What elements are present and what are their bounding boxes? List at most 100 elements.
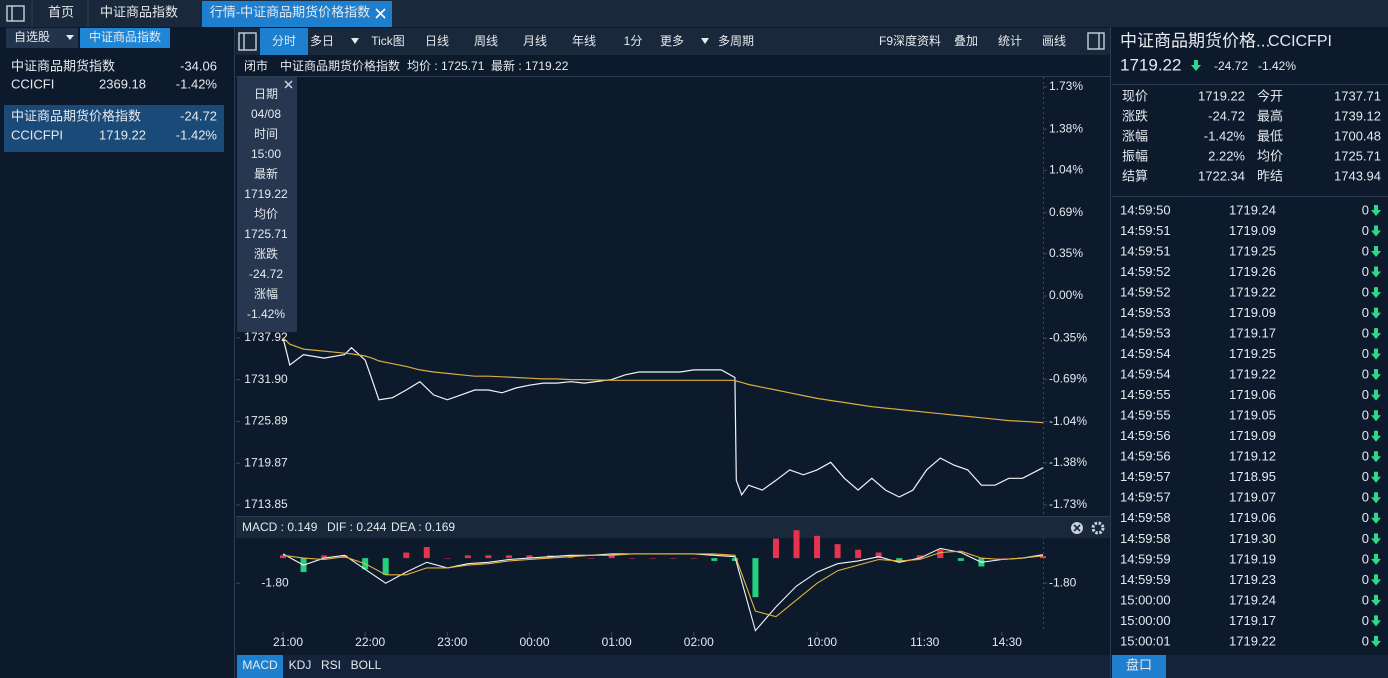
item-price: 2369.18 [99, 76, 146, 91]
tab[interactable]: 中证商品指数 [100, 4, 178, 19]
period-button[interactable]: 分时 [272, 34, 296, 48]
indicator-tab[interactable]: KDJ [289, 658, 312, 672]
legend-item: DIF : 0.244 [327, 520, 387, 534]
down-arrow-icon [1371, 287, 1381, 299]
selector[interactable]: 自选股 [14, 30, 50, 44]
indicator-tab[interactable]: RSI [321, 658, 341, 672]
x-tick-label: 21:00 [273, 635, 303, 649]
trade-price: 1719.17 [1229, 326, 1276, 341]
down-arrow-icon [1371, 307, 1381, 319]
settings-icon[interactable] [1091, 521, 1105, 535]
macd-bar [321, 555, 328, 559]
x-tick-label: 23:00 [437, 635, 467, 649]
toolbar [236, 28, 1110, 55]
footer-tab[interactable]: 盘口 [1126, 657, 1152, 672]
tool-button[interactable]: 统计 [998, 34, 1022, 48]
macd-bar [629, 558, 636, 559]
macd-bar [834, 544, 841, 559]
trade-time: 14:59:53 [1120, 326, 1171, 341]
trade-price: 1719.24 [1229, 592, 1276, 607]
trade-price: 1719.22 [1229, 367, 1276, 382]
trade-price: 1719.30 [1229, 531, 1276, 546]
down-arrow-icon [1371, 389, 1381, 401]
item-code[interactable]: CCICFI [11, 76, 54, 91]
layout-icon[interactable] [238, 32, 257, 51]
period-button[interactable]: 1分 [624, 34, 643, 48]
x-tick-label: 14:30 [992, 635, 1022, 649]
sidebar-toggle-icon[interactable] [6, 5, 25, 22]
macd-bar [423, 546, 430, 559]
tool-button[interactable]: 画线 [1042, 34, 1066, 48]
y2-tick-label: 0.69% [1049, 205, 1083, 219]
trade-time: 14:59:52 [1120, 264, 1171, 279]
period-button[interactable]: 年线 [572, 34, 596, 48]
x-tick-label: 10:00 [807, 635, 837, 649]
latest-price: 最新 : 1719.22 [491, 58, 569, 73]
trade-volume: 0 [1362, 305, 1369, 320]
tab[interactable]: 首页 [48, 4, 74, 19]
indicator-tab[interactable]: MACD [242, 658, 278, 672]
dropdown-arrow[interactable] [66, 35, 74, 40]
dropdown-arrow[interactable] [701, 38, 709, 44]
dropdown-arrow[interactable] [351, 38, 359, 44]
y2-tick-label: -0.35% [1049, 330, 1087, 344]
macd-bar [464, 555, 471, 559]
period-button[interactable]: 多日 [310, 34, 334, 48]
selector[interactable]: 中证商品指数 [89, 29, 161, 44]
tool-button[interactable]: 叠加 [954, 34, 978, 48]
field-value: 1700.48 [1334, 128, 1381, 143]
trade-time: 15:00:01 [1120, 633, 1171, 648]
field-value: 1743.94 [1334, 168, 1381, 183]
quote-code: CCICFPI [1268, 33, 1332, 50]
tab-close-icon[interactable] [375, 8, 386, 19]
item-name[interactable]: 中证商品期货指数 [11, 58, 115, 73]
trade-price: 1719.07 [1229, 490, 1276, 505]
indicator-tab[interactable]: BOLL [351, 658, 382, 672]
tooltip-value: 1725.71 [244, 227, 288, 241]
tooltip-value: 1719.22 [244, 187, 288, 201]
macd-bar [937, 549, 944, 559]
period-button[interactable]: Tick图 [371, 34, 405, 48]
indicator-header [236, 517, 1110, 538]
trade-time: 14:59:50 [1120, 202, 1171, 217]
down-arrow-icon [1371, 348, 1381, 360]
panel-icon[interactable] [1087, 32, 1105, 50]
tool-button[interactable]: F9深度资料 [879, 33, 941, 48]
period-button[interactable]: 日线 [425, 34, 449, 48]
trade-volume: 0 [1362, 551, 1369, 566]
x-tick-label: 01:00 [602, 635, 632, 649]
icon-stroke [1073, 524, 1081, 532]
footer-bar [1112, 655, 1388, 678]
item-name[interactable]: 中证商品期货价格指数 [11, 108, 141, 123]
item-code[interactable]: CCICFPI [11, 127, 63, 142]
trade-volume: 0 [1362, 510, 1369, 525]
x-tick-label: 02:00 [684, 635, 714, 649]
macd-bar [916, 555, 923, 559]
macd-bar [731, 558, 738, 561]
macd-bar [998, 558, 1005, 559]
active-period-bg [260, 28, 308, 55]
tab[interactable]: 行情-中证商品期货价格指数 [210, 4, 370, 19]
active-indicator-bg [237, 655, 283, 678]
period-button[interactable]: 月线 [523, 34, 547, 48]
trade-time: 14:59:57 [1120, 469, 1171, 484]
macd-bar [505, 555, 512, 559]
trade-price: 1719.06 [1229, 387, 1276, 402]
field-value: 1739.12 [1334, 108, 1381, 123]
quote-pct: -1.42% [1258, 59, 1296, 73]
period-button[interactable]: 周线 [474, 34, 498, 48]
macd-bar [382, 558, 389, 575]
x-tick-label: 00:00 [519, 635, 549, 649]
tooltip-label: 均价 [254, 207, 278, 221]
period-button[interactable]: 多周期 [718, 34, 754, 48]
period-button[interactable]: 更多 [660, 34, 684, 48]
trade-price: 1719.24 [1229, 202, 1276, 217]
tooltip-close[interactable] [284, 80, 293, 89]
trade-price: 1719.26 [1229, 264, 1276, 279]
y-tick-label: 1731.90 [244, 372, 288, 386]
trade-time: 14:59:59 [1120, 551, 1171, 566]
trade-time: 14:59:54 [1120, 367, 1171, 382]
legend-item: MACD : 0.149 [242, 520, 318, 534]
down-arrow-icon [1371, 615, 1381, 627]
trade-time: 14:59:58 [1120, 531, 1171, 546]
